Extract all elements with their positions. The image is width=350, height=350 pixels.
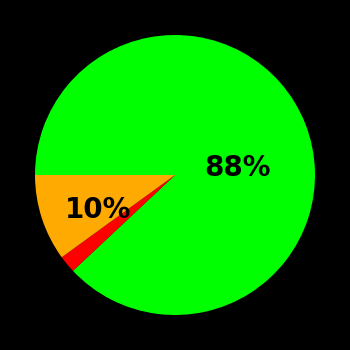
- Wedge shape: [35, 35, 315, 315]
- Wedge shape: [35, 175, 175, 257]
- Text: 10%: 10%: [65, 196, 131, 224]
- Text: 88%: 88%: [205, 154, 271, 182]
- Wedge shape: [62, 175, 175, 271]
